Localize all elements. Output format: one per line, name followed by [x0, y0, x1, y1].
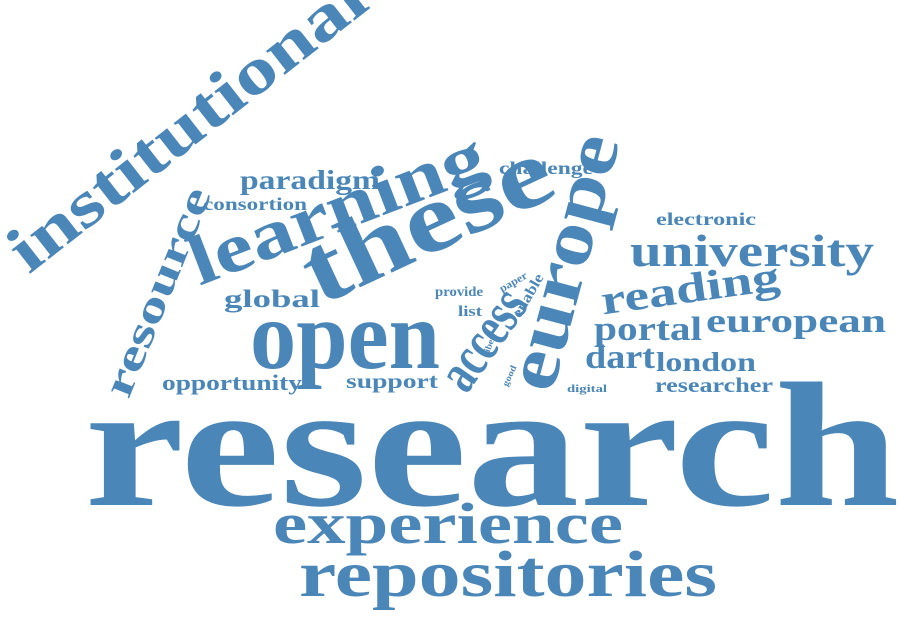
word-european: european	[706, 303, 886, 340]
word-opportunity: opportunity	[162, 370, 302, 395]
word-experience: experience	[273, 491, 623, 556]
word-electronic: electronic	[656, 209, 756, 229]
word-list: list	[458, 304, 482, 320]
word-portal: portal	[594, 311, 702, 348]
word-research: research	[85, 346, 900, 544]
word-support: support	[346, 369, 438, 393]
word-open: open	[250, 282, 440, 390]
word-university: university	[630, 225, 874, 276]
word-repositories: repositories	[299, 538, 717, 611]
word-global: global	[224, 286, 320, 313]
word-consortion: consortion	[203, 194, 307, 214]
word-london: london	[656, 347, 756, 377]
word-challenge: challenge	[499, 158, 593, 178]
word-dart: dart	[585, 339, 656, 376]
word-researcher: researcher	[655, 373, 773, 397]
word-provide: provide	[435, 285, 483, 300]
word-paradigm: paradigm	[240, 165, 381, 195]
word-digital: digital	[567, 383, 607, 395]
